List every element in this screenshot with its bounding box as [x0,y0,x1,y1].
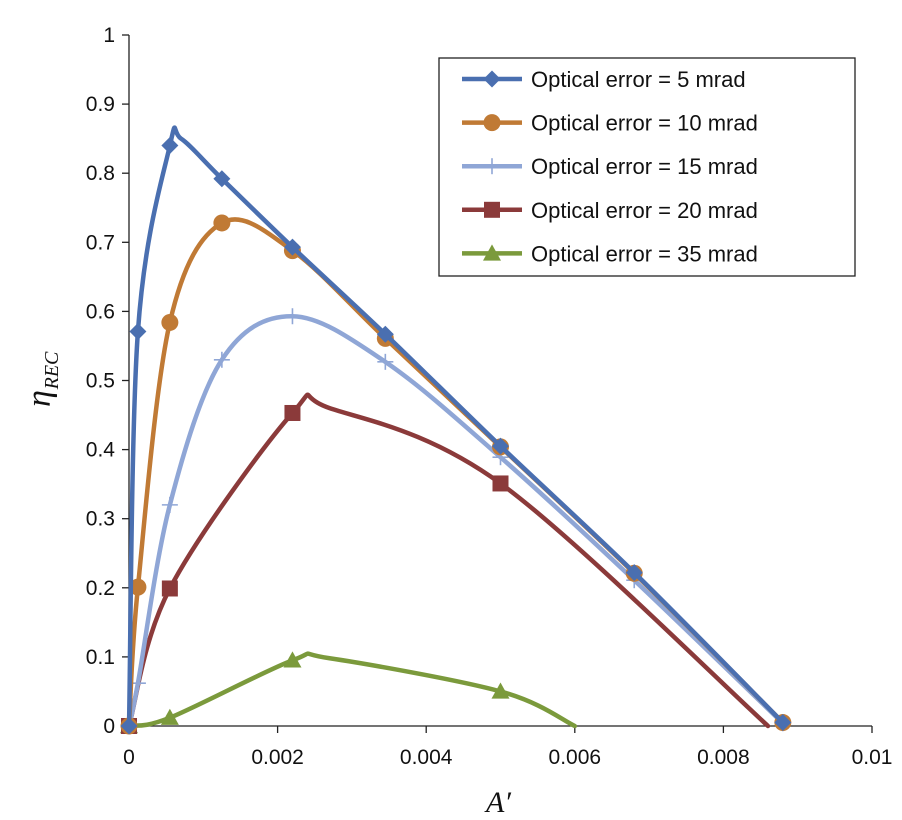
y-tick-label: 0.7 [86,231,115,254]
legend-label: Optical error = 15 mrad [531,154,758,179]
legend-label: Optical error = 20 mrad [531,198,758,223]
y-tick-label: 0.9 [86,93,115,116]
y-tick-label: 0.5 [86,370,115,393]
y-tick-label: 0.8 [86,162,115,185]
x-tick-label: 0.008 [697,746,750,769]
legend-label: Optical error = 35 mrad [531,241,758,266]
data-point [120,717,138,735]
y-tick-label: 0.1 [86,646,115,669]
series-line [126,651,578,729]
series-3 [121,308,791,734]
data-point [161,496,178,513]
data-point [129,322,147,340]
series-2 [120,214,792,735]
y-tick-label: 1 [103,24,115,47]
legend-marker [484,201,500,218]
data-point [161,580,178,597]
legend-label: Optical error = 10 mrad [531,111,758,136]
legend-marker [483,70,501,88]
axes: 0 0.1 0.2 0.3 0.4 0.5 0.6 0.7 0.8 0.9 1 0 0.002 0.004… [21,24,892,819]
legend-item: Optical error = 5 mrad [462,67,746,92]
x-tick-label: 0.004 [400,746,453,769]
series-line [126,313,786,729]
data-point [161,313,179,331]
data-point [491,682,510,699]
data-point [774,714,792,732]
legend-marker [483,114,501,132]
y-axis-title-main: η [21,390,58,407]
series-4 [121,392,771,734]
series-layer [120,125,792,735]
series-line [126,392,771,729]
x-tick-label: 0.006 [549,746,602,769]
legend-item: Optical error = 35 mrad [462,241,758,266]
data-point [213,170,231,188]
legend-item: Optical error = 15 mrad [462,154,758,179]
legend-item: Optical error = 10 mrad [462,111,758,136]
data-point [284,308,301,325]
y-tick-label: 0 [103,715,115,738]
data-point [377,353,394,370]
y-tick-label: 0.4 [86,439,116,462]
x-axis-title: A′ [484,786,511,819]
data-point [213,351,230,368]
data-point [129,578,147,596]
data-point [625,564,643,582]
legend: Optical error = 5 mrad Optical error = 10… [438,57,856,277]
data-point [213,214,231,232]
x-tick-label: 0.002 [251,746,304,769]
y-axis-title-subscript: REC [41,351,63,390]
data-point [283,238,301,256]
data-point [160,708,179,725]
y-tick-label: 0.3 [86,508,115,531]
legend-item: Optical error = 20 mrad [462,198,758,223]
data-point [492,475,509,492]
series-1 [120,125,792,735]
x-tick-label: 0.01 [852,746,893,769]
legend-marker [484,158,500,175]
legend-marker [483,244,501,261]
series-5 [120,651,578,734]
data-point [376,325,394,343]
y-tick-label: 0.2 [86,577,115,600]
data-point [284,404,301,421]
legend-label: Optical error = 5 mrad [531,67,746,92]
data-point [283,651,302,668]
data-point [492,437,509,455]
x-tick-label: 0 [123,746,135,769]
y-tick-label: 0.6 [86,300,115,323]
data-point [161,137,179,155]
